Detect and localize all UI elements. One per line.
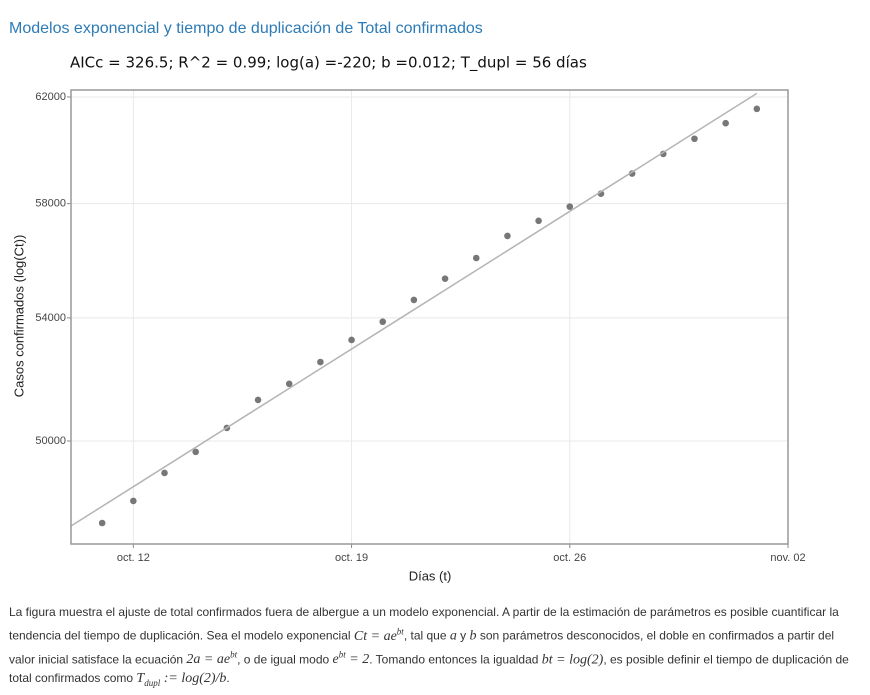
data-point (161, 469, 168, 477)
y-tick-label: 50000 (35, 435, 66, 447)
data-point (192, 448, 199, 456)
data-point (379, 318, 387, 326)
data-point (254, 396, 262, 404)
y-axis-title: Casos confirmados (log(Ct)) (11, 235, 26, 398)
math-after: = 2 (345, 652, 370, 668)
x-axis-title: Días (t) (409, 568, 452, 583)
caption-math: Tdupl := log(2)/b (136, 671, 227, 689)
plot-border (70, 89, 789, 545)
chart-subtitle: AICc = 326.5; R^2 = 0.99; log(a) =-220; … (70, 54, 587, 73)
fit-line (71, 92, 758, 527)
caption-text: , es posible definir el tiempo de duplic… (9, 652, 849, 686)
data-point (535, 217, 542, 225)
x-tick-label: oct. 12 (117, 552, 150, 564)
y-tick-label: 58000 (35, 198, 66, 210)
math-main: bt = log(2) (541, 652, 604, 668)
data-point (628, 170, 636, 177)
x-tick-label: oct. 26 (553, 552, 586, 564)
math-main: 2a = ae (186, 652, 231, 668)
math-main: e (332, 652, 339, 668)
math-main: b (469, 628, 477, 644)
caption-math: Ct = aebt (353, 626, 404, 644)
caption-text: , o de igual modo (237, 652, 333, 667)
chart-title: Modelos exponencial y tiempo de duplicac… (9, 20, 483, 37)
data-point (441, 275, 449, 282)
data-point (410, 296, 418, 304)
data-point (691, 135, 698, 143)
caption-text: . Tomando entonces la igualdad (369, 652, 542, 667)
data-point (504, 232, 511, 240)
math-main: a (449, 628, 457, 644)
x-tick-label: nov. 02 (770, 552, 805, 564)
data-point (472, 254, 480, 262)
data-point (348, 336, 355, 344)
math-sub: dupl (144, 678, 161, 689)
data-point (566, 203, 574, 210)
data-point (317, 358, 324, 366)
y-tick-label: 62000 (35, 91, 66, 103)
data-point (130, 497, 137, 505)
data-point (285, 380, 293, 388)
data-point (98, 519, 106, 527)
math-sup: bt (230, 649, 238, 660)
caption-text: La figura muestra el ajuste de total con… (9, 605, 839, 643)
caption-math: bt = log(2) (542, 652, 604, 667)
data-point (722, 119, 729, 127)
caption-text: . (226, 671, 230, 686)
chart: Modelos exponencial y tiempo de duplicac… (9, 20, 806, 583)
caption-math: a (450, 629, 457, 644)
caption-text: , tal que (403, 628, 450, 643)
plot-background (71, 90, 788, 544)
data-point (753, 105, 761, 113)
math-after: := log(2)/b (160, 671, 227, 687)
y-tick-label: 54000 (35, 312, 66, 324)
math-sup: bt (396, 626, 404, 636)
math-sup: bt (338, 649, 346, 660)
caption-math: ebt = 2 (332, 649, 370, 668)
caption-math: b (470, 629, 477, 644)
caption-math: 2a = aebt (186, 649, 238, 668)
math-main: T (136, 671, 145, 687)
caption-text: y (456, 628, 470, 643)
caption: La figura muestra el ajuste de total con… (9, 603, 859, 693)
data-point (660, 150, 667, 158)
caption-text: son parámetros desconocidos, el doble en… (9, 628, 835, 667)
math-main: Ct = ae (353, 628, 397, 644)
x-tick-label: oct. 19 (335, 552, 368, 564)
